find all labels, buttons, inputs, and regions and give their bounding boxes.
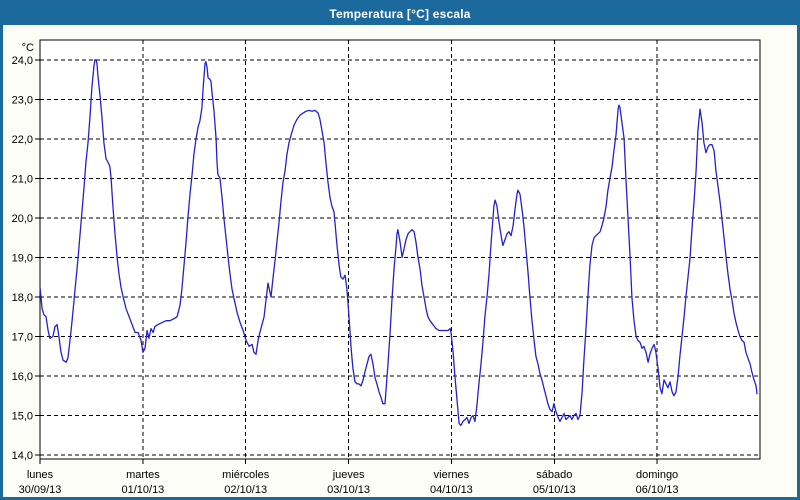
x-day-label: domingo: [636, 469, 678, 481]
y-tick-label: 17,0: [12, 332, 33, 344]
y-tick-label: 22,0: [12, 134, 33, 146]
x-date-label: 04/10/13: [430, 484, 473, 496]
x-date-label: 05/10/13: [533, 484, 576, 496]
x-day-label: miércoles: [222, 469, 270, 481]
window-title: Temperatura [°C] escala: [329, 7, 471, 21]
chart-canvas: 24,0 23,0 22,0 21,0 20,0 19,0 18,0 17,0 16,0 15,0…: [3, 25, 797, 497]
y-tick-label: 16,0: [12, 371, 33, 383]
y-tick-label: 15,0: [12, 411, 33, 423]
x-day-label: martes: [126, 469, 160, 481]
x-date-label: 01/10/13: [121, 484, 164, 496]
y-tick-label: 24,0: [12, 55, 33, 67]
plot-border: [39, 39, 761, 460]
temperature-chart: 24,0 23,0 22,0 21,0 20,0 19,0 18,0 17,0 16,0 15,0…: [12, 39, 761, 496]
x-date-label: 03/10/13: [327, 484, 370, 496]
y-tick-label: 19,0: [12, 252, 33, 264]
y-tick-label: 20,0: [12, 213, 33, 225]
x-day-label: jueves: [332, 469, 365, 481]
y-tick-label: 21,0: [12, 173, 33, 185]
title-bar: Temperatura [°C] escala: [3, 3, 797, 25]
x-day-label: lunes: [27, 469, 54, 481]
x-day-label: sábado: [536, 469, 572, 481]
y-tick-label: 14,0: [12, 450, 33, 462]
x-date-label: 30/09/13: [19, 484, 62, 496]
plot-background: [40, 40, 760, 459]
y-axis-unit-label: °C: [22, 42, 34, 54]
x-day-label: viernes: [434, 469, 470, 481]
temperature-series-line: [39, 59, 758, 427]
x-date-label: 06/10/13: [636, 484, 679, 496]
y-tick-label: 23,0: [12, 94, 33, 106]
y-tick-label: 18,0: [12, 292, 33, 304]
x-date-label: 02/10/13: [224, 484, 267, 496]
